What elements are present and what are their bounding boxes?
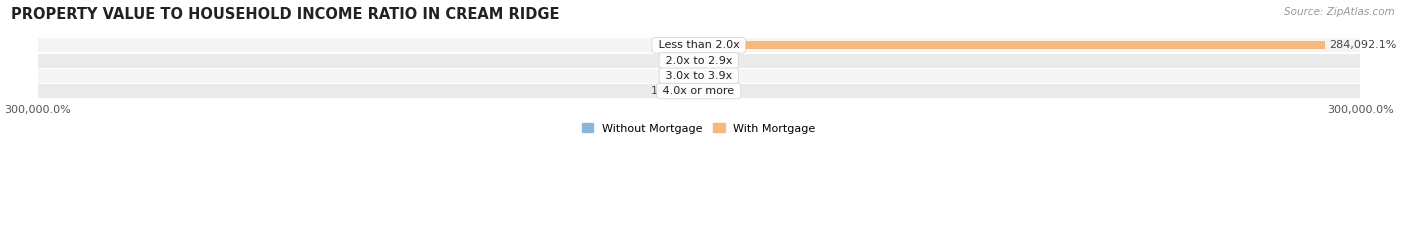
Text: Less than 2.0x: Less than 2.0x bbox=[655, 40, 742, 50]
Bar bbox=[38, 69, 1360, 83]
Text: 3.0x to 3.9x: 3.0x to 3.9x bbox=[662, 71, 735, 81]
Bar bbox=[38, 84, 1360, 98]
Text: 2.0x to 2.9x: 2.0x to 2.9x bbox=[662, 55, 735, 66]
Text: 284,092.1%: 284,092.1% bbox=[1329, 40, 1396, 50]
Bar bbox=[699, 41, 1324, 49]
Text: 29.6%: 29.6% bbox=[703, 55, 738, 66]
Bar bbox=[38, 54, 1360, 68]
Text: Source: ZipAtlas.com: Source: ZipAtlas.com bbox=[1284, 7, 1395, 17]
Text: 100.0%: 100.0% bbox=[651, 86, 693, 96]
Text: 0.0%: 0.0% bbox=[665, 40, 693, 50]
Text: 0.0%: 0.0% bbox=[665, 55, 693, 66]
Bar bbox=[38, 38, 1360, 52]
Text: 4.0x or more: 4.0x or more bbox=[659, 86, 738, 96]
Text: PROPERTY VALUE TO HOUSEHOLD INCOME RATIO IN CREAM RIDGE: PROPERTY VALUE TO HOUSEHOLD INCOME RATIO… bbox=[11, 7, 560, 22]
Text: 54.6%: 54.6% bbox=[703, 71, 738, 81]
Text: 0.0%: 0.0% bbox=[665, 71, 693, 81]
Legend: Without Mortgage, With Mortgage: Without Mortgage, With Mortgage bbox=[578, 119, 820, 138]
Text: 0.0%: 0.0% bbox=[703, 86, 731, 96]
